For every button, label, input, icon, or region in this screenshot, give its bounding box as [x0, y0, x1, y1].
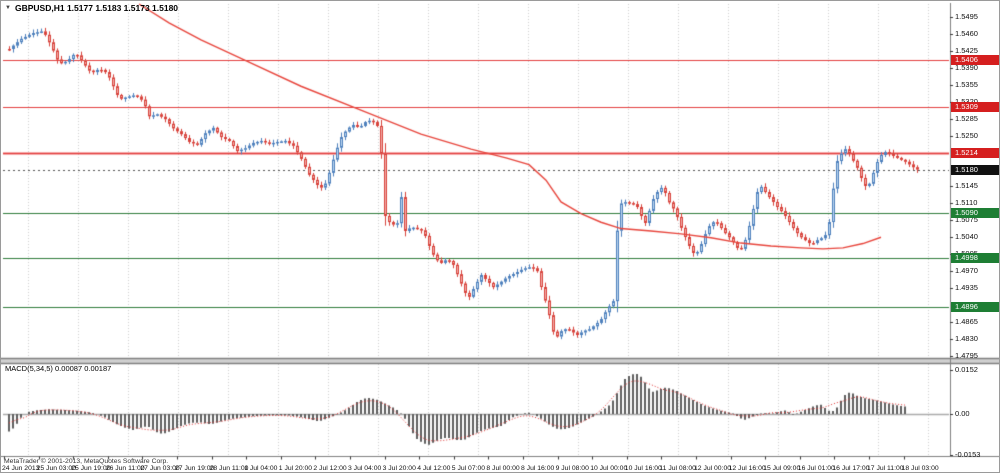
- resistance-level-badge: 1.5406: [951, 55, 999, 66]
- copyright-text: MetaTrader © 2001-2013, MetaQuotes Softw…: [4, 458, 169, 465]
- time-axis-label: 12 Jul 16:00: [728, 465, 766, 472]
- time-axis-label: 25 Jun 03:00: [36, 465, 76, 472]
- time-axis-label: 16 Jul 01:00: [797, 465, 835, 472]
- chart-title: GBPUSD,H1 1.5177 1.5183 1.5173 1.5180: [15, 3, 179, 13]
- price-tick-label: 1.4935: [955, 283, 978, 293]
- indicator-tick-label: -0.0153: [955, 450, 981, 459]
- time-axis-label: 2 Jul 12:00: [313, 465, 347, 472]
- price-tick-label: 1.5355: [955, 79, 978, 89]
- time-axis-label: 9 Jul 08:00: [555, 465, 589, 472]
- time-axis-label: 5 Jul 07:00: [451, 465, 486, 472]
- indicator-tick-label: 0.0152: [955, 364, 978, 374]
- macd-indicator-label: MACD(5,34,5) 0.00087 0.00187: [5, 364, 112, 373]
- time-axis-label: 10 Jul 00:00: [590, 465, 628, 472]
- price-tick-label: 1.5495: [955, 12, 978, 22]
- time-axis-label: 8 Jul 00:00: [486, 465, 520, 472]
- resistance-level-badge: 1.5214: [951, 148, 999, 159]
- symbol-dropdown-icon[interactable]: ▼: [5, 5, 11, 11]
- time-axis-label: 1 Jul 04:00: [244, 465, 278, 472]
- price-tick-label: 1.5320: [955, 98, 978, 106]
- price-tick-label: 1.4970: [955, 266, 978, 276]
- price-tick-label: 1.5250: [955, 130, 978, 140]
- price-tick-label: 1.5425: [955, 45, 978, 55]
- price-tick-label: 1.5145: [955, 181, 978, 191]
- time-axis-label: 11 Jul 08:00: [659, 465, 696, 472]
- time-axis-label: 12 Jul 00:00: [694, 465, 732, 472]
- price-tick-label: 1.4795: [955, 350, 978, 360]
- current-price-badge: 1.5180: [951, 164, 999, 175]
- indicator-tick-label: 0.00: [955, 409, 970, 418]
- time-axis-label: 16 Jul 17:00: [832, 465, 870, 472]
- support-level-badge: 1.5090: [951, 208, 999, 219]
- price-tick-label: 1.4865: [955, 316, 978, 326]
- price-tick-label: 1.5075: [955, 215, 978, 225]
- time-axis-label: 26 Jun 11:00: [105, 465, 145, 472]
- time-axis-label: 27 Jun 03:00: [140, 465, 180, 472]
- time-axis-label: 8 Jul 16:00: [521, 465, 555, 472]
- price-tick-label: 1.5285: [955, 113, 978, 123]
- support-level-badge: 1.4896: [951, 301, 999, 312]
- time-axis-label: 27 Jun 19:00: [175, 465, 215, 472]
- price-tick-label: 1.5040: [955, 232, 978, 242]
- price-tick-label: 1.5110: [955, 198, 978, 208]
- time-axis-label: 3 Jul 20:00: [382, 465, 416, 472]
- time-axis-label: 17 Jul 11:00: [867, 465, 904, 472]
- price-tick-label: 1.5390: [955, 62, 978, 72]
- time-axis-label: 15 Jul 09:00: [763, 465, 801, 472]
- time-axis-label: 10 Jul 16:00: [624, 465, 662, 472]
- support-level-badge: 1.4998: [951, 252, 999, 263]
- time-axis-label: 3 Jul 04:00: [348, 465, 382, 472]
- time-axis-label: 4 Jul 12:00: [417, 465, 451, 472]
- time-axis-label: 28 Jun 11:00: [209, 465, 249, 472]
- time-axis-label: 18 Jul 03:00: [901, 465, 939, 472]
- time-axis-label: 1 Jul 20:00: [278, 465, 313, 472]
- time-axis-label: 24 Jun 2013: [2, 465, 40, 472]
- price-tick-label: 1.5460: [955, 28, 978, 38]
- time-axis-label: 25 Jun 19:00: [71, 465, 111, 472]
- resistance-level-badge: 1.5309: [951, 102, 999, 113]
- price-tick-label: 1.4830: [955, 333, 978, 343]
